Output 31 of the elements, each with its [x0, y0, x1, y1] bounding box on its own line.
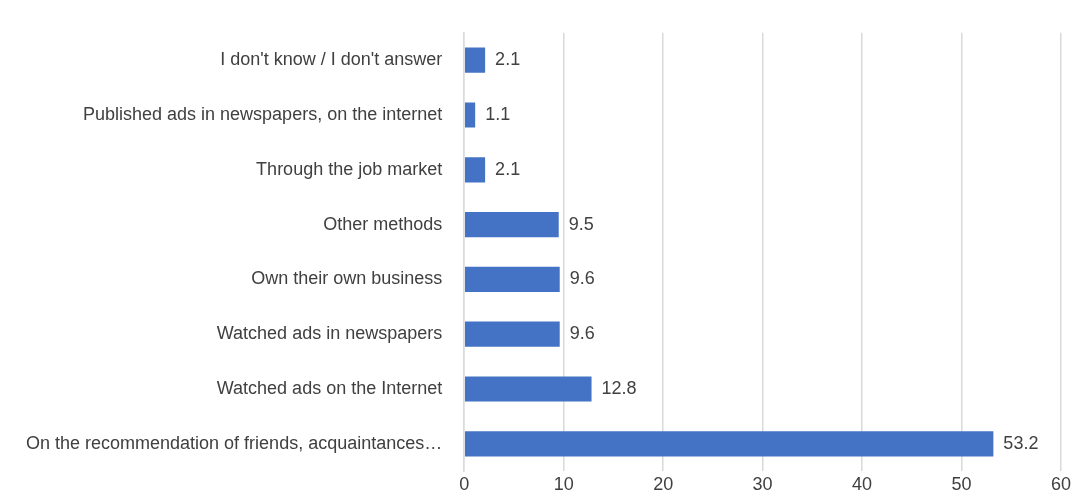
x-tick-label: 30: [752, 473, 773, 494]
x-tick-label: 0: [459, 473, 470, 494]
y-tick-label: Published ads in newspapers, on the internet: [82, 103, 443, 124]
y-tick-label: I don't know / I don't answer: [220, 49, 443, 70]
y-tick-label: Other methods: [323, 213, 443, 234]
bar: [464, 157, 486, 183]
bar: [464, 102, 476, 128]
bar: [464, 47, 486, 73]
bar: [464, 212, 559, 238]
y-tick-label: On the recommendation of friends, acquaintances…: [26, 432, 443, 453]
x-tick-label: 20: [653, 473, 674, 494]
data-label: 1.1: [485, 103, 511, 124]
y-tick-label: Watched ads in newspapers: [216, 323, 443, 344]
x-tick-label: 60: [1050, 473, 1072, 494]
bar: [464, 321, 560, 347]
data-label: 2.1: [495, 158, 521, 179]
bar: [464, 266, 560, 292]
data-label: 53.2: [1003, 432, 1039, 453]
data-label: 2.1: [495, 49, 521, 70]
x-tick-label: 40: [852, 473, 873, 494]
y-tick-label: Own their own business: [251, 268, 443, 289]
y-tick-label: Watched ads on the Internet: [216, 377, 443, 398]
bar: [464, 431, 994, 457]
bar: [464, 376, 592, 402]
data-label: 9.6: [569, 268, 595, 289]
data-label: 9.5: [568, 213, 594, 234]
x-tick-label: 50: [951, 473, 972, 494]
data-label: 9.6: [569, 323, 595, 344]
y-tick-label: Through the job market: [256, 158, 443, 179]
x-tick-label: 10: [553, 473, 574, 494]
data-label: 12.8: [601, 377, 637, 398]
